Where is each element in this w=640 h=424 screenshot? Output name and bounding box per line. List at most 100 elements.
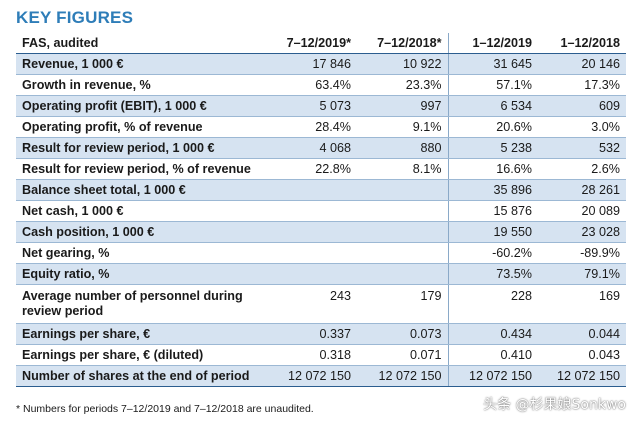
table-row: Balance sheet total, 1 000 € 35 896 28 261 xyxy=(16,179,626,201)
row-value xyxy=(357,263,448,285)
row-label: Cash position, 1 000 € xyxy=(16,221,267,243)
row-value: -89.9% xyxy=(538,242,626,264)
row-value: 0.043 xyxy=(538,344,626,366)
row-value: 73.5% xyxy=(447,263,538,285)
row-value: 20 089 xyxy=(538,200,626,222)
table-row: Result for review period, 1 000 €4 068 88… xyxy=(16,137,626,159)
row-value: 5 238 xyxy=(447,137,538,159)
row-value: 997 xyxy=(357,95,448,117)
row-value: 23 028 xyxy=(538,221,626,243)
row-value xyxy=(267,242,357,264)
footnote: * Numbers for periods 7–12/2019 and 7–12… xyxy=(16,403,314,415)
row-label: Revenue, 1 000 € xyxy=(16,53,267,75)
row-value xyxy=(267,200,357,222)
row-value: 19 550 xyxy=(447,221,538,243)
table-row: Earnings per share, € (diluted) 0.318 0.07… xyxy=(16,344,626,366)
row-value: 0.337 xyxy=(267,323,357,345)
column-header-h2-2019: 7–12/2019* xyxy=(267,33,357,54)
row-value: 0.410 xyxy=(447,344,538,366)
row-value: 3.0% xyxy=(538,116,626,138)
table-row: Operating profit (EBIT), 1 000 €5 073 997… xyxy=(16,95,626,117)
watermark: 头条 @杉果娘Sonkwo xyxy=(483,397,626,413)
row-value: 15 876 xyxy=(447,200,538,222)
row-label: Balance sheet total, 1 000 € xyxy=(16,179,267,201)
row-value: 35 896 xyxy=(447,179,538,201)
table-header-row: FAS, audited 7–12/2019* 7–12/2018* 1–12/… xyxy=(16,33,626,54)
row-value: 57.1% xyxy=(447,74,538,96)
row-value: 28 261 xyxy=(538,179,626,201)
row-label: Operating profit (EBIT), 1 000 € xyxy=(16,95,267,117)
row-value: 12 072 150 xyxy=(357,365,448,387)
table-row: Growth in revenue, % 63.4% 23.3% 57.1% 17.3% xyxy=(16,74,626,96)
key-figures-table: FAS, audited 7–12/2019* 7–12/2018* 1–12/… xyxy=(16,33,626,387)
row-value xyxy=(357,242,448,264)
row-value: 20.6% xyxy=(447,116,538,138)
row-value: 16.6% xyxy=(447,158,538,180)
row-value xyxy=(357,179,448,201)
table-row: Average number of personnel during revie… xyxy=(16,284,626,324)
row-label: Earnings per share, € (diluted) xyxy=(16,344,267,366)
row-value: 5 073 xyxy=(267,95,357,117)
row-value: 9.1% xyxy=(357,116,448,138)
table-row: Operating profit, % of revenue 28.4% 9.1% 2… xyxy=(16,116,626,138)
row-label: Average number of personnel during revie… xyxy=(16,284,267,324)
row-label: Number of shares at the end of period xyxy=(16,365,267,387)
row-value: 169 xyxy=(538,284,626,324)
row-value: 12 072 150 xyxy=(447,365,538,387)
table-row: Revenue, 1 000 €17 846 10 922 31 645 20 146 xyxy=(16,53,626,75)
row-value: 179 xyxy=(357,284,448,324)
row-value xyxy=(357,221,448,243)
table-row: Result for review period, % of revenue 22… xyxy=(16,158,626,180)
row-value: 63.4% xyxy=(267,74,357,96)
row-value: 228 xyxy=(447,284,538,324)
row-value: 28.4% xyxy=(267,116,357,138)
row-value: 0.318 xyxy=(267,344,357,366)
row-label: Result for review period, % of revenue xyxy=(16,158,267,180)
row-value: 79.1% xyxy=(538,263,626,285)
row-value xyxy=(357,200,448,222)
column-header-h2-2018: 7–12/2018* xyxy=(357,33,448,54)
row-value: 0.073 xyxy=(357,323,448,345)
table-row: Net gearing, % -60.2% -89.9% xyxy=(16,242,626,264)
row-value: 17 846 xyxy=(267,53,357,75)
column-header-basis: FAS, audited xyxy=(16,33,267,54)
row-value: 0.071 xyxy=(357,344,448,366)
row-label: Result for review period, 1 000 € xyxy=(16,137,267,159)
row-value: 22.8% xyxy=(267,158,357,180)
row-value: 10 922 xyxy=(357,53,448,75)
row-value xyxy=(267,179,357,201)
row-value: 31 645 xyxy=(447,53,538,75)
table-row: Equity ratio, % 73.5% 79.1% xyxy=(16,263,626,285)
row-label: Net cash, 1 000 € xyxy=(16,200,267,222)
table-row: Net cash, 1 000 € 15 876 20 089 xyxy=(16,200,626,222)
row-label: Equity ratio, % xyxy=(16,263,267,285)
row-label: Net gearing, % xyxy=(16,242,267,264)
table-row: Cash position, 1 000 € 19 550 23 028 xyxy=(16,221,626,243)
row-value: 23.3% xyxy=(357,74,448,96)
row-value: 20 146 xyxy=(538,53,626,75)
row-value: 2.6% xyxy=(538,158,626,180)
row-value: 8.1% xyxy=(357,158,448,180)
page-title: KEY FIGURES xyxy=(16,8,134,27)
row-value: -60.2% xyxy=(447,242,538,264)
row-value: 4 068 xyxy=(267,137,357,159)
table-row: Number of shares at the end of period 12 … xyxy=(16,365,626,387)
column-header-fy-2018: 1–12/2018 xyxy=(538,33,626,54)
column-header-fy-2019: 1–12/2019 xyxy=(447,33,538,54)
row-label: Operating profit, % of revenue xyxy=(16,116,267,138)
row-value: 880 xyxy=(357,137,448,159)
row-value: 0.434 xyxy=(447,323,538,345)
row-label: Growth in revenue, % xyxy=(16,74,267,96)
table-row: Earnings per share, €0.337 0.073 0.434 0.04… xyxy=(16,323,626,345)
row-label: Earnings per share, € xyxy=(16,323,267,345)
row-value: 6 534 xyxy=(447,95,538,117)
row-value: 609 xyxy=(538,95,626,117)
row-value: 0.044 xyxy=(538,323,626,345)
row-value: 12 072 150 xyxy=(538,365,626,387)
row-value: 12 072 150 xyxy=(267,365,357,387)
row-value: 532 xyxy=(538,137,626,159)
row-value: 17.3% xyxy=(538,74,626,96)
row-value: 243 xyxy=(267,284,357,324)
row-value xyxy=(267,221,357,243)
row-value xyxy=(267,263,357,285)
